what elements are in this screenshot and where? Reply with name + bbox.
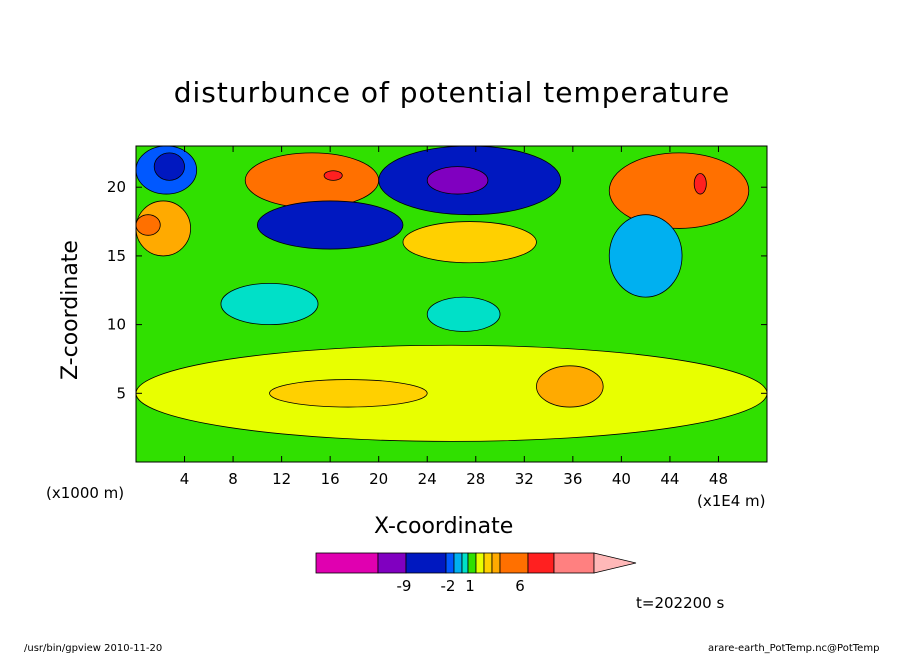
contour-region-5	[323, 170, 343, 181]
plot-frame	[135, 145, 768, 463]
x-tick-label: 20	[369, 470, 388, 488]
colorbar-extend-arrow	[593, 552, 637, 574]
colorbar-segment	[453, 552, 463, 574]
contour-region-10	[608, 152, 750, 229]
contour-region-15	[136, 344, 767, 442]
x-tick-label: 28	[466, 470, 485, 488]
x-tick-label: 48	[709, 470, 728, 488]
colorbar-segment	[405, 552, 447, 574]
footer-source-file: arare-earth_PotTemp.nc@PotTemp	[708, 643, 880, 654]
colorbar-segment	[445, 552, 455, 574]
contour-region-6	[256, 200, 404, 250]
x-scale-label: (x1E4 m)	[697, 492, 766, 510]
x-tick-label: 32	[515, 470, 534, 488]
y-tick-label: 10	[107, 316, 126, 334]
contour-region-14	[426, 296, 501, 332]
colorbar-segment	[483, 552, 493, 574]
contour-region-12	[608, 214, 683, 298]
colorbar-segment	[491, 552, 501, 574]
colorbar-segment	[553, 552, 595, 574]
x-tick-label: 4	[180, 470, 190, 488]
x-tick-label: 36	[563, 470, 582, 488]
contour-region-8	[426, 166, 489, 195]
colorbar-tick-label: -2	[441, 577, 456, 595]
colorbar-segment	[527, 552, 555, 574]
x-unit-label: (x1000 m)	[46, 484, 125, 502]
y-tick-label: 5	[116, 384, 126, 402]
contour-region-3	[136, 214, 161, 236]
contour-region-11	[693, 173, 707, 195]
y-tick-label: 15	[107, 247, 126, 265]
colorbar-segment	[467, 552, 477, 574]
contour-region-17	[536, 365, 604, 408]
colorbar: -9 -2 1 6	[315, 552, 637, 595]
chart-title: disturbunce of potential temperature	[173, 76, 731, 109]
contour-region-13	[220, 282, 319, 326]
y-axis-label: Z-coordinate	[58, 240, 83, 380]
colorbar-tick-label: 1	[465, 577, 475, 595]
contour-region-1	[153, 152, 185, 181]
x-tick-label: 12	[272, 470, 291, 488]
colorbar-tick-label: 6	[515, 577, 525, 595]
colorbar-segment	[461, 552, 469, 574]
colorbar-segment	[377, 552, 407, 574]
x-tick-label: 44	[660, 470, 679, 488]
footer-program-date: /usr/bin/gpview 2010-11-20	[24, 643, 163, 654]
x-tick-label: 40	[612, 470, 631, 488]
contour-region-4	[244, 152, 380, 209]
x-tick-label: 24	[418, 470, 437, 488]
x-axis-label: X-coordinate	[374, 514, 514, 539]
y-tick-label: 20	[107, 178, 126, 196]
colorbar-segment	[475, 552, 485, 574]
contour-region-16	[269, 379, 428, 408]
contour-field	[136, 146, 767, 462]
colorbar-tick-label: -9	[397, 577, 412, 595]
x-tick-label: 8	[228, 470, 238, 488]
x-tick-label: 16	[321, 470, 340, 488]
colorbar-segment	[315, 552, 379, 574]
contour-region-9	[402, 221, 537, 264]
time-label: t=202200 s	[636, 594, 725, 612]
colorbar-segment	[499, 552, 529, 574]
